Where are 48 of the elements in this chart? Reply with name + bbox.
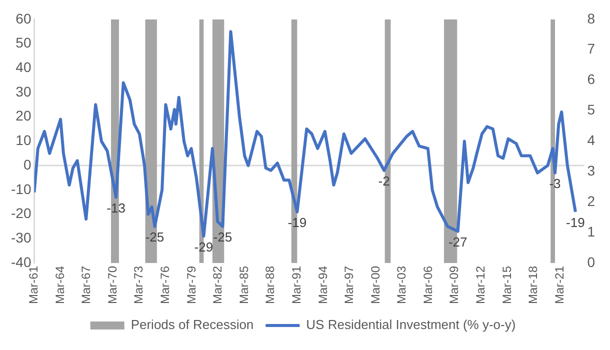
y-tick-label: 60	[16, 10, 32, 26]
x-tick-label: Mar-79	[184, 266, 198, 304]
data-label: -27	[448, 234, 468, 250]
y-tick-label: 30	[16, 83, 32, 100]
y2-tick-label: 6	[587, 71, 596, 88]
y2-tick-label: 3	[587, 162, 596, 179]
data-label: -19	[566, 214, 585, 230]
y2-tick-label: 5	[587, 102, 596, 118]
x-tick-label: Mar-67	[79, 266, 94, 304]
x-tick-label: Mar-06	[420, 266, 435, 304]
x-tick-label: Mar-88	[263, 266, 278, 304]
y2-tick-label: 7	[587, 40, 596, 57]
y2-tick-label: 4	[587, 132, 596, 148]
data-label: -2	[378, 174, 390, 189]
x-tick-label: Mar-21	[552, 266, 566, 304]
x-tick-label: Mar-97	[342, 266, 356, 304]
x-tick-label: Mar-15	[500, 266, 514, 304]
y-tick-label: 0	[23, 156, 32, 172]
x-tick-label: Mar-18	[526, 266, 540, 304]
y2-tick-label: 8	[587, 10, 596, 26]
x-tick-label: Mar-70	[105, 266, 120, 304]
data-label: -19	[288, 214, 307, 230]
x-tick-label: Mar-82	[210, 266, 225, 304]
y-tick-label: 50	[16, 34, 32, 51]
y-tick-label: -20	[11, 205, 32, 222]
y-tick-label: -10	[11, 180, 32, 197]
y-tick-label: 10	[16, 132, 32, 148]
x-tick-label: Mar-73	[132, 266, 146, 304]
x-tick-label: Mar-76	[158, 266, 172, 304]
x-tick-label: Mar-00	[368, 266, 382, 304]
y2-tick-label: 2	[587, 192, 596, 209]
x-tick-label: Mar-03	[394, 266, 409, 304]
x-tick-label: Mar-09	[447, 266, 462, 304]
x-tick-label: Mar-85	[236, 266, 251, 304]
x-tick-label: Mar-64	[52, 266, 67, 304]
legend-label: Periods of Recession	[130, 317, 254, 332]
y-tick-label: 40	[16, 58, 32, 75]
data-label: -29	[194, 239, 214, 254]
x-tick-label: Mar-94	[316, 266, 330, 304]
y2-tick-label: 0	[587, 254, 596, 270]
legend-label: US Residential Investment (% y-o-y)	[306, 317, 516, 332]
y-tick-label: 20	[16, 108, 32, 124]
x-tick-label: Mar-12	[474, 266, 488, 304]
data-label: -13	[106, 200, 126, 216]
data-label: -3	[549, 176, 561, 191]
x-tick-label: Mar-91	[289, 266, 304, 304]
y2-tick-label: 1	[587, 223, 596, 240]
y-tick-label: -30	[11, 229, 32, 246]
